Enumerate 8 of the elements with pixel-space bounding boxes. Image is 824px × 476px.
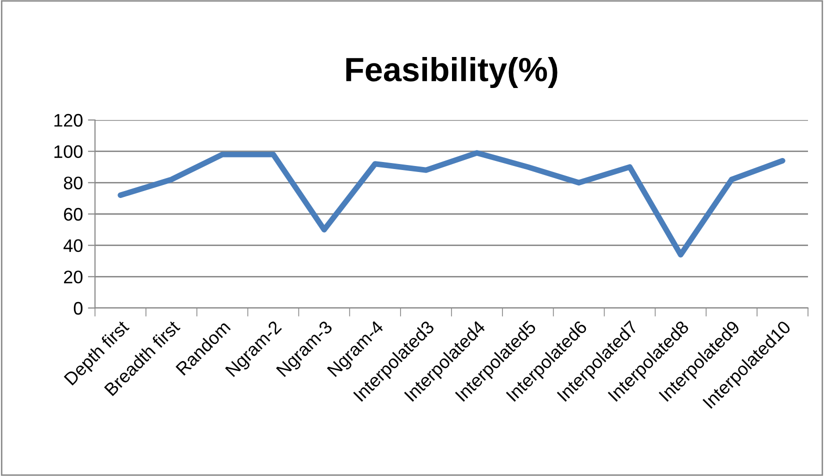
y-tick-label: 20 xyxy=(64,270,82,284)
y-tick-label: 80 xyxy=(64,176,82,190)
y-tick-label: 100 xyxy=(54,145,82,158)
y-tick-label: 40 xyxy=(64,239,82,252)
y-tick-label: 120 xyxy=(54,114,82,127)
y-tick-label: 0 xyxy=(74,302,82,315)
chart-title: Feasibility(%) xyxy=(346,56,558,88)
y-tick-label: 60 xyxy=(64,208,82,221)
